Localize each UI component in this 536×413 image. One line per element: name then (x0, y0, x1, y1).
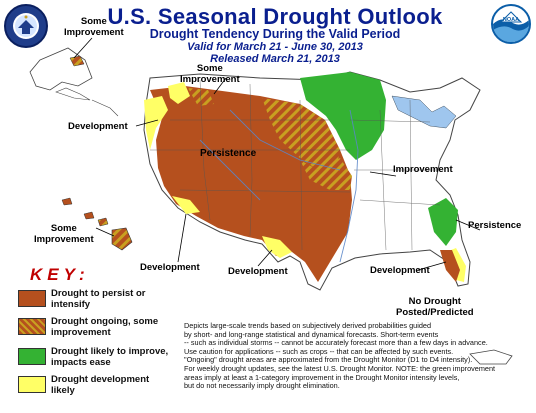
label-alaska-improvement-word: Improvement (64, 27, 124, 38)
label-improvement-east: Improvement (393, 164, 453, 175)
noaa-logo: NOAA (491, 4, 531, 44)
label-alaska-improvement: Some Improvement (64, 16, 124, 38)
release-date: Released March 21, 2013 (210, 53, 340, 65)
develop-texas (262, 236, 292, 258)
hawaii-region (61, 197, 133, 251)
key-improve-line1: Drought likely to improve, (51, 346, 169, 357)
persist-florida (440, 250, 460, 282)
key-develop-line2: likely (51, 385, 75, 396)
key-ongoing-line1: Drought ongoing, some (51, 316, 159, 327)
note-line: Use caution for applications -- such as … (184, 346, 454, 356)
hatch-central (300, 158, 352, 190)
improve-north (300, 72, 386, 160)
label-persistence-central: Persistence (200, 148, 257, 159)
note-line: "Ongoing" drought areas are approximated… (184, 355, 473, 365)
improve-southeast (428, 198, 458, 246)
note-line: by short- and long-range statistical and… (184, 329, 439, 339)
note-line: -- such as individual storms -- cannot b… (184, 338, 488, 348)
key-develop-line1: Drought development (51, 374, 150, 385)
hatch-north (262, 98, 340, 170)
label-hawaii-some: Some (50, 223, 77, 234)
key-item-improve: Drought likely to improve, impacts ease (18, 346, 188, 372)
label-texas-development: Development (228, 266, 288, 277)
label-southeast-persistence: Persistence (468, 220, 522, 231)
label-hawaii-improvement-word: Improvement (34, 234, 94, 245)
label-alaska-some: Some (80, 16, 107, 27)
note-line: Depicts large-scale trends based on subj… (184, 321, 432, 330)
key-swatch-persist (18, 290, 46, 307)
label-southwest-development: Development (140, 262, 200, 273)
key-item-persist: Drought to persist or intensify (18, 288, 188, 314)
key-ongoing-line2: improvement (51, 327, 111, 338)
key-item-ongoing: Drought ongoing, some improvement (18, 316, 188, 342)
key-item-develop: Drought development likely (18, 374, 188, 400)
key-persist-line2: intensify (51, 299, 91, 310)
key-swatch-develop (18, 376, 46, 393)
label-west-development: Development (68, 121, 128, 132)
develop-sw (172, 196, 200, 214)
label-hawaii-improvement: Some Improvement (34, 223, 94, 245)
map-subtitle: Drought Tendency During the Valid Period (149, 27, 401, 41)
valid-period: Valid for March 21 - June 30, 2013 (187, 41, 363, 53)
key-text-ongoing: Drought ongoing, some improvement (51, 316, 158, 338)
commerce-seal-logo (4, 4, 48, 48)
label-nw-improvement-word: Improvement (180, 74, 240, 85)
label-nw-improvement: Some Improvement (180, 63, 240, 85)
svg-text:NOAA: NOAA (503, 17, 519, 23)
puerto-rico (469, 349, 513, 365)
key-text-improve: Drought likely to improve, impacts ease (51, 346, 168, 368)
map-title: U.S. Seasonal Drought Outlook (107, 4, 443, 29)
key-text-develop: Drought development likely (51, 374, 149, 396)
develop-west-coast (144, 96, 168, 150)
key-swatch-improve (18, 348, 46, 365)
label-pr-line2: Posted/Predicted (396, 307, 474, 318)
great-lakes (391, 95, 457, 129)
note-line: areas imply at least a 1-category improv… (184, 372, 460, 382)
disclaimer-note: Depicts large-scale trends based on subj… (184, 321, 536, 391)
note-line: but do not necessarily imply drought eli… (184, 381, 340, 391)
label-florida-development: Development (370, 265, 430, 276)
key-swatch-ongoing (18, 318, 46, 335)
key-improve-line2: impacts ease (51, 357, 111, 368)
develop-nw (168, 82, 190, 104)
label-nw-some: Some (196, 63, 223, 74)
key-text-persist: Drought to persist or intensify (51, 288, 145, 310)
note-line: For weekly drought updates, see the late… (184, 363, 496, 373)
alaska-region (29, 47, 119, 117)
key-title: KEY: (30, 265, 90, 284)
key-persist-line1: Drought to persist or (51, 288, 146, 299)
label-pr-no-drought: No Drought Posted/Predicted (396, 296, 474, 318)
label-pr-line1: No Drought (408, 296, 461, 307)
